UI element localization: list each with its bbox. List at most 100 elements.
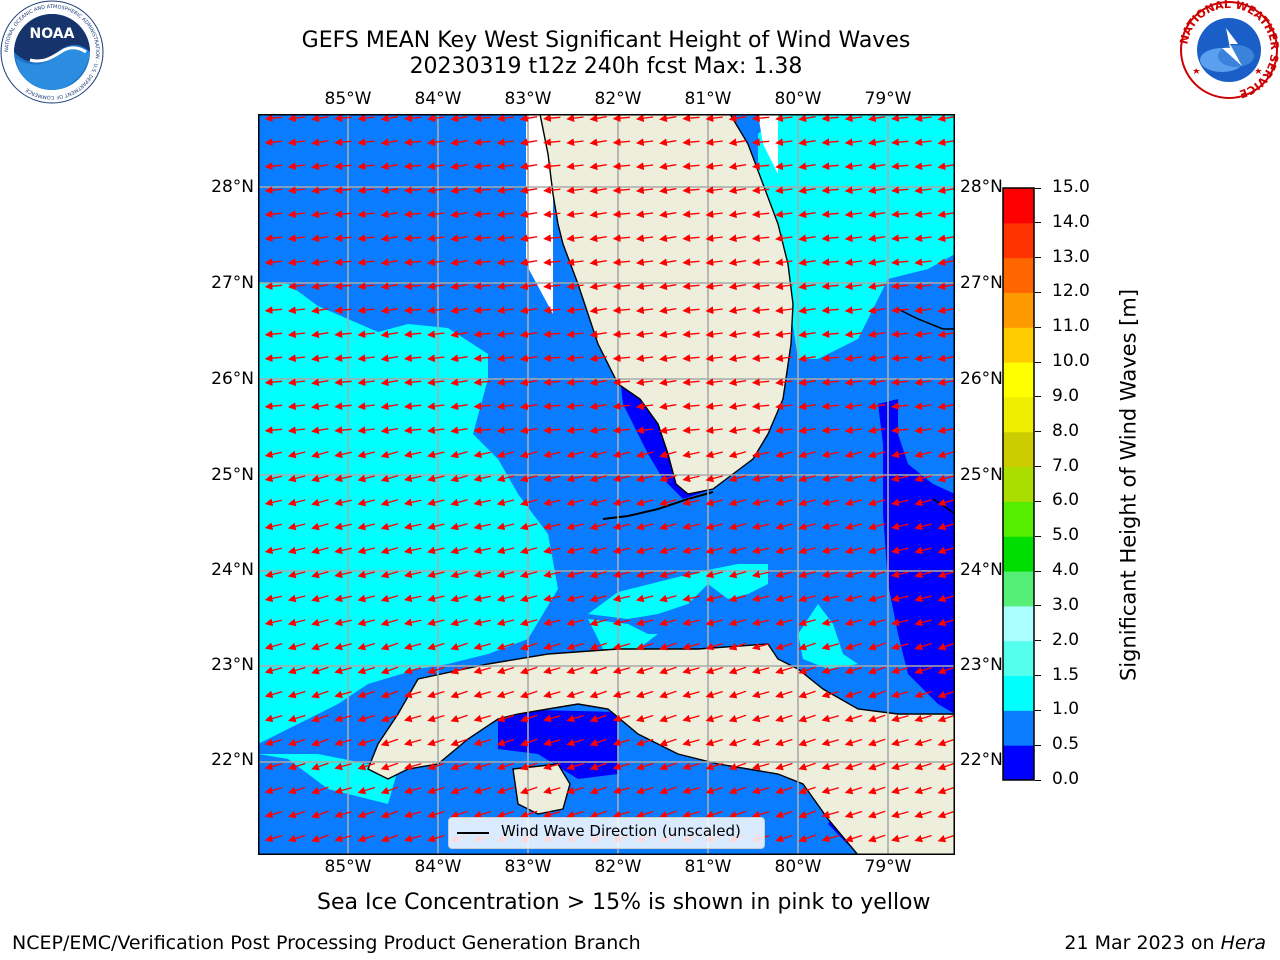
lon-tick-top: 79°W	[864, 89, 912, 109]
wind-wave-arrow	[705, 138, 723, 147]
wind-wave-arrow	[635, 210, 654, 219]
wind-wave-arrow	[496, 522, 515, 531]
wind-wave-arrow	[334, 330, 352, 339]
wind-wave-arrow	[473, 234, 491, 243]
wind-wave-arrow	[659, 378, 677, 387]
wind-wave-arrow	[519, 522, 538, 531]
wind-wave-arrow	[380, 114, 399, 123]
wind-wave-arrow	[311, 234, 329, 243]
wind-wave-arrow	[496, 282, 515, 291]
wind-wave-arrow	[635, 498, 654, 507]
wind-wave-arrow	[311, 330, 329, 339]
wind-wave-arrow	[427, 594, 445, 603]
wind-wave-arrow	[334, 762, 352, 771]
wind-wave-arrow	[519, 282, 538, 291]
wind-wave-arrow	[914, 330, 932, 339]
wind-wave-arrow	[334, 522, 352, 531]
wind-wave-arrow	[891, 546, 909, 555]
wind-wave-arrow	[311, 690, 329, 699]
wind-wave-arrow	[473, 474, 491, 483]
wind-wave-arrow	[287, 402, 306, 411]
wind-wave-arrow	[705, 186, 723, 195]
wind-wave-arrow	[659, 546, 677, 555]
wind-wave-arrow	[728, 186, 747, 195]
wind-wave-arrow	[728, 210, 747, 219]
wind-wave-arrow	[543, 618, 561, 627]
wind-wave-arrow	[496, 594, 515, 603]
wind-wave-arrow	[427, 402, 445, 411]
colorbar-tick-mark	[1035, 326, 1041, 328]
wind-wave-arrow	[821, 162, 839, 171]
map-frame	[258, 114, 955, 855]
wind-wave-arrow	[705, 450, 723, 459]
colorbar-band	[1003, 396, 1034, 433]
wind-wave-arrow	[635, 522, 654, 531]
wind-wave-arrow	[751, 546, 770, 555]
wind-wave-arrow	[728, 642, 747, 651]
wind-wave-arrow	[334, 162, 352, 171]
wind-wave-arrow	[798, 258, 816, 267]
colorbar-band	[1003, 675, 1034, 711]
wind-wave-arrow	[659, 210, 677, 219]
wind-wave-arrow	[844, 522, 863, 531]
wind-wave-arrow	[612, 786, 631, 795]
colorbar-band	[1003, 466, 1034, 502]
wind-wave-arrow	[496, 618, 515, 627]
wind-wave-arrow	[287, 618, 306, 627]
wind-wave-arrow	[798, 306, 816, 315]
wind-wave-arrow	[751, 114, 770, 123]
wind-wave-arrow	[566, 234, 584, 243]
wind-wave-arrow	[589, 138, 607, 147]
wind-wave-arrow	[589, 546, 607, 555]
wind-wave-arrow	[519, 690, 538, 699]
lon-tick-bottom: 81°W	[684, 857, 732, 877]
wind-wave-arrow	[334, 114, 352, 123]
wind-wave-arrow	[914, 714, 932, 723]
wind-wave-arrow	[380, 138, 399, 147]
wind-wave-arrow	[519, 786, 538, 795]
wind-wave-arrow	[891, 258, 909, 267]
wind-wave-arrow	[775, 522, 793, 531]
wind-wave-arrow	[334, 138, 352, 147]
wind-wave-arrow	[589, 786, 608, 795]
wind-wave-arrow	[612, 138, 631, 147]
wind-wave-arrow	[705, 714, 723, 723]
wind-wave-arrow	[380, 354, 399, 363]
wind-wave-arrow	[844, 570, 863, 579]
wind-wave-arrow	[264, 306, 283, 315]
wind-wave-arrow	[450, 378, 468, 387]
wind-wave-arrow	[403, 282, 422, 291]
colorbar-tick-label: 0.5	[1052, 734, 1080, 755]
land-cuba	[367, 643, 955, 855]
colorbar-tick-mark	[1035, 431, 1041, 433]
wind-wave-arrow	[914, 570, 932, 579]
wind-wave-arrow	[659, 186, 677, 195]
wind-wave-arrow	[775, 162, 793, 171]
wind-wave-arrow	[659, 714, 677, 723]
wind-wave-arrow	[450, 450, 468, 459]
wind-wave-arrow	[867, 258, 886, 267]
colorbar-band	[1003, 222, 1034, 259]
wind-wave-arrow	[612, 114, 631, 123]
wind-wave-arrow	[937, 738, 955, 747]
wind-wave-arrow	[357, 546, 375, 555]
wind-wave-arrow	[705, 378, 723, 387]
wind-wave-arrow	[589, 402, 607, 411]
wind-wave-arrow	[519, 402, 538, 411]
wind-wave-arrow	[380, 450, 399, 459]
wind-wave-arrow	[450, 786, 468, 795]
colorbar-tick-mark	[1035, 605, 1041, 607]
wind-wave-arrow	[264, 714, 283, 723]
wind-wave-arrow	[543, 474, 561, 483]
wind-wave-arrow	[798, 786, 816, 795]
wind-wave-arrow	[264, 474, 283, 483]
wind-wave-arrow	[821, 402, 839, 411]
wind-wave-arrow	[496, 570, 515, 579]
wind-wave-arrow	[775, 474, 793, 483]
wind-wave-arrow	[403, 690, 422, 699]
wind-wave-arrow	[543, 378, 561, 387]
wind-wave-arrow	[728, 570, 747, 579]
wind-wave-arrow	[380, 834, 399, 843]
wind-wave-arrow	[728, 810, 747, 819]
colorbar-tick-mark	[1035, 744, 1041, 746]
